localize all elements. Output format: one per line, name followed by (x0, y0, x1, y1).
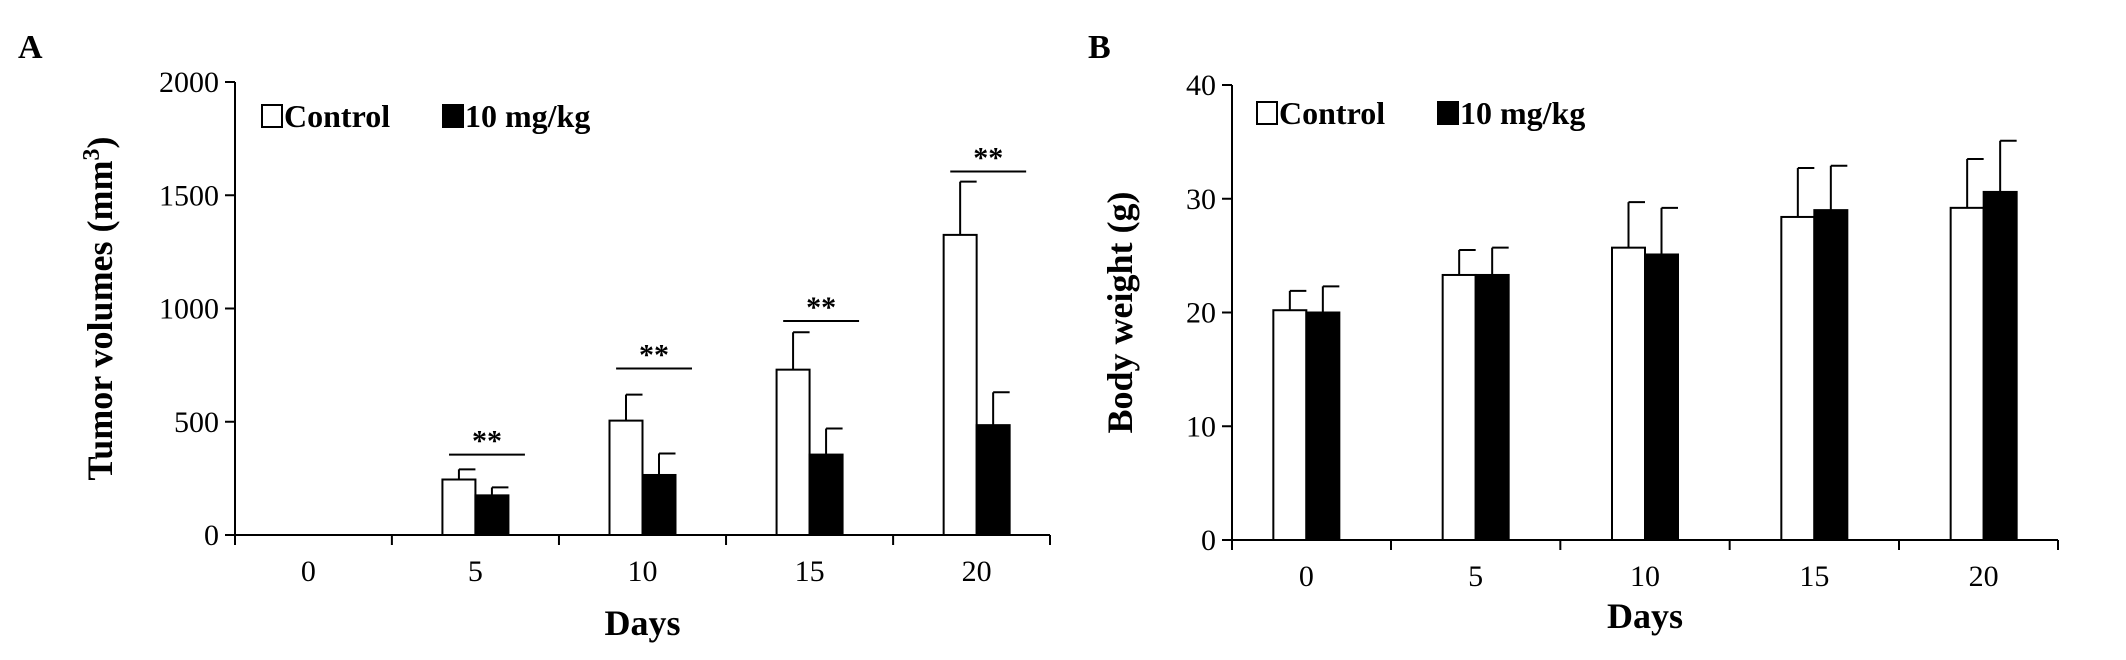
panel-b-bar-control (1272, 309, 1308, 541)
panel-b-legend-swatch (1437, 101, 1459, 125)
panel-a-x-tick-label: 5 (468, 555, 483, 588)
panel-b-bar-control (1441, 273, 1477, 541)
panel-a-significance-mark: ** (472, 425, 502, 458)
panel-a-legend-label: Control (284, 98, 390, 134)
panel-a-y-tick-label: 500 (174, 406, 219, 439)
panel-b-bar-control (1780, 215, 1816, 541)
panel-a-y-tick-label: 2000 (159, 66, 219, 99)
panel-a-x-tick-label: 15 (795, 555, 825, 588)
panel-a-y-tick-label: 0 (204, 519, 219, 552)
panel-a-bar-control (441, 478, 477, 537)
panel-b-y-tick-label: 0 (1201, 524, 1216, 557)
panel-a-y-axis-label: Tumor volumes (mm3) (79, 136, 120, 480)
panel-b-bar-control (1611, 246, 1646, 541)
panel-b-x-tick-label: 15 (1799, 560, 1829, 593)
panel-b-x-tick-label: 0 (1299, 560, 1314, 593)
panel-a-bar-control (942, 233, 978, 536)
panel-b-label: B (1088, 29, 1111, 66)
panel-b-bar-treated (1813, 209, 1849, 541)
panel-a-significance-mark: ** (806, 291, 836, 324)
panel-b-bar-treated (1474, 273, 1510, 541)
panel-b-chart: B 0 10 20 30 40 0 5 10 15 20 Days Body weight (g) Con… (1088, 29, 2059, 636)
panel-a-significance-mark: ** (639, 339, 669, 372)
panel-b-bar-treated (1305, 311, 1341, 541)
panel-a-y-tick-label: 1000 (159, 293, 219, 326)
panel-a-bar-treated (641, 473, 677, 537)
panel-a-bar-control (608, 419, 644, 536)
panel-a-bar-treated (808, 453, 844, 536)
panel-b-legend-swatch (1256, 101, 1278, 125)
panel-a-x-tick-label: 0 (301, 555, 316, 588)
panel-b-bar-control (1949, 206, 1985, 541)
panel-a-significance-mark: ** (973, 141, 1003, 174)
panel-b-y-tick-label: 30 (1186, 183, 1216, 216)
panel-b-y-tick-label: 20 (1186, 297, 1216, 330)
panel-a-x-tick-label: 10 (628, 555, 658, 588)
panel-a-y-tick-label: 1500 (159, 179, 219, 212)
panel-b-bar-treated (1982, 190, 2018, 542)
panel-b-y-tick-label: 40 (1186, 69, 1216, 102)
panel-a-label: A (18, 29, 43, 66)
panel-a-x-tick-label: 20 (962, 555, 992, 588)
panel-b-y-tick-label: 10 (1186, 410, 1216, 443)
panel-b-x-tick-label: 5 (1468, 560, 1483, 593)
panel-b-x-axis-label: Days (1607, 596, 1683, 636)
panel-a-x-axis-label: Days (604, 603, 680, 643)
panel-a-bar-control (775, 368, 811, 536)
panel-a-bar-treated (975, 424, 1011, 536)
panel-b-bar-treated (1644, 253, 1679, 542)
panel-a-legend-swatch (442, 104, 464, 128)
panel-b-y-axis-label: Body weight (g) (1100, 192, 1140, 434)
panel-b-legend-label: 10 mg/kg (1460, 95, 1585, 131)
panel-a-legend-label: 10 mg/kg (465, 98, 590, 134)
panel-a-bar-treated (474, 494, 510, 536)
panel-b-legend-label: Control (1279, 95, 1385, 131)
panel-a-legend-swatch (261, 104, 283, 128)
panel-a-chart: A 0 500 1000 1500 2000 0 5 10 15 20 Days Tumor volum… (18, 29, 1051, 643)
panel-b-x-tick-label: 20 (1969, 560, 1999, 593)
panel-b-x-tick-label: 10 (1630, 560, 1660, 593)
